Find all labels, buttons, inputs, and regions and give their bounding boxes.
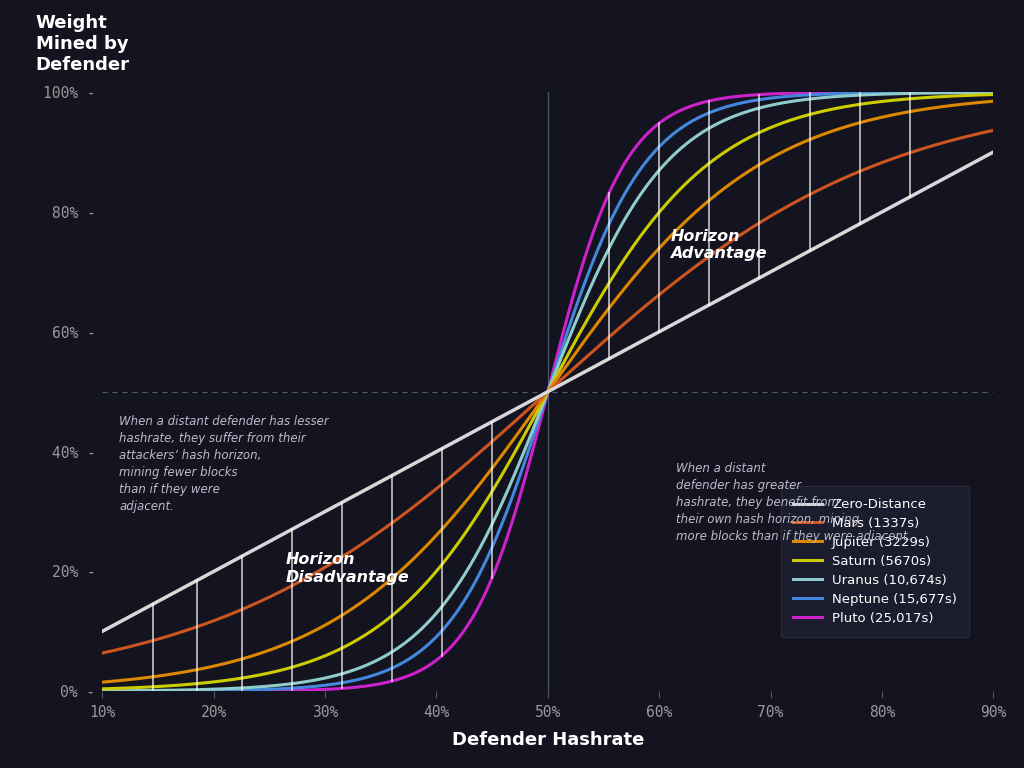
Text: When a distant defender has lesser
hashrate, they suffer from their
attackers’ h: When a distant defender has lesser hashr…	[119, 415, 329, 512]
Text: Weight
Mined by
Defender: Weight Mined by Defender	[36, 15, 130, 74]
Legend: Zero-Distance, Mars (1337s), Jupiter (3229s), Saturn (5670s), Uranus (10,674s), : Zero-Distance, Mars (1337s), Jupiter (32…	[780, 486, 969, 637]
Text: Horizon
Advantage: Horizon Advantage	[671, 229, 767, 261]
Text: Horizon
Disadvantage: Horizon Disadvantage	[286, 552, 410, 584]
Text: When a distant
defender has greater
hashrate, they benefit from
their own hash h: When a distant defender has greater hash…	[676, 462, 911, 543]
X-axis label: Defender Hashrate: Defender Hashrate	[452, 731, 644, 750]
